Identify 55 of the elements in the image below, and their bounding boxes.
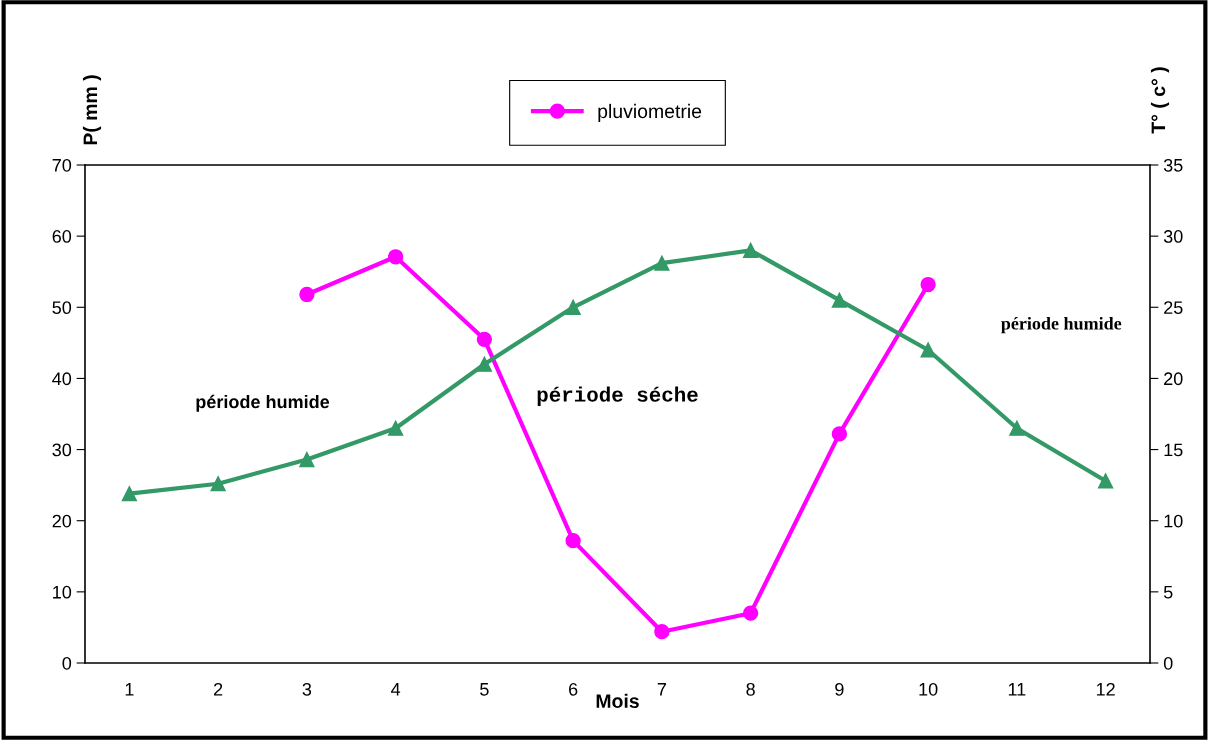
y-tick-label: 70 <box>52 158 72 172</box>
y2-tick-label: 30 <box>1163 230 1183 243</box>
x-tick-label: 9 <box>835 682 844 696</box>
y2-tick-label: 20 <box>1164 372 1183 386</box>
point <box>920 276 936 293</box>
x-tick-label: 2 <box>214 682 223 696</box>
annotation: période humide <box>1001 316 1122 334</box>
y-tick-label: 40 <box>52 372 72 386</box>
y2-tick-label: 25 <box>1164 301 1183 315</box>
y2-tick-label: 5 <box>1163 585 1173 599</box>
y2-tick-label: 35 <box>1163 158 1183 172</box>
y-tick-label: 0 <box>62 656 72 670</box>
point <box>476 331 493 347</box>
point <box>565 532 581 549</box>
point <box>831 292 848 308</box>
x-tick-label: 3 <box>302 682 312 696</box>
x-tick-label: 4 <box>391 683 401 696</box>
y-axis-title: P( mm ) <box>82 75 102 145</box>
point <box>831 426 848 442</box>
x-tick-label: 1 <box>125 683 134 696</box>
point <box>654 624 670 640</box>
annotation: période humide <box>196 394 330 412</box>
point <box>476 356 493 372</box>
y-tick-label: 30 <box>52 443 72 457</box>
point <box>387 420 404 436</box>
point <box>742 242 759 259</box>
point <box>1009 420 1025 436</box>
annotation: période séche <box>537 386 698 406</box>
y2-tick-label: 10 <box>1164 514 1183 528</box>
x-tick-label: 10 <box>919 682 938 696</box>
point <box>565 299 581 315</box>
x-tick-label: 8 <box>746 682 755 696</box>
y-tick-label: 10 <box>53 585 72 599</box>
x-tick-label: 5 <box>480 683 489 696</box>
x-tick-label: 6 <box>569 682 578 696</box>
y2-tick-label: 15 <box>1164 443 1183 457</box>
y-tick-label: 50 <box>52 301 72 315</box>
y-tick-label: 60 <box>52 230 72 243</box>
y2-tick-label: 0 <box>1163 656 1173 670</box>
point <box>1097 473 1114 489</box>
y-tick-label: 20 <box>52 514 72 528</box>
x-tick-label: 12 <box>1096 682 1115 696</box>
point <box>654 255 670 271</box>
x-axis-title: Mois <box>596 693 639 708</box>
y2-axis-title: T° ( c° ) <box>1150 67 1170 134</box>
legend-label: pluviometrie <box>598 103 702 122</box>
point <box>920 342 936 358</box>
point <box>742 605 759 621</box>
x-tick-label: 7 <box>657 683 666 696</box>
point <box>210 476 226 492</box>
point <box>121 486 138 502</box>
x-tick-label: 11 <box>1008 683 1026 696</box>
point <box>299 286 315 303</box>
point <box>387 249 404 265</box>
point <box>299 451 315 468</box>
